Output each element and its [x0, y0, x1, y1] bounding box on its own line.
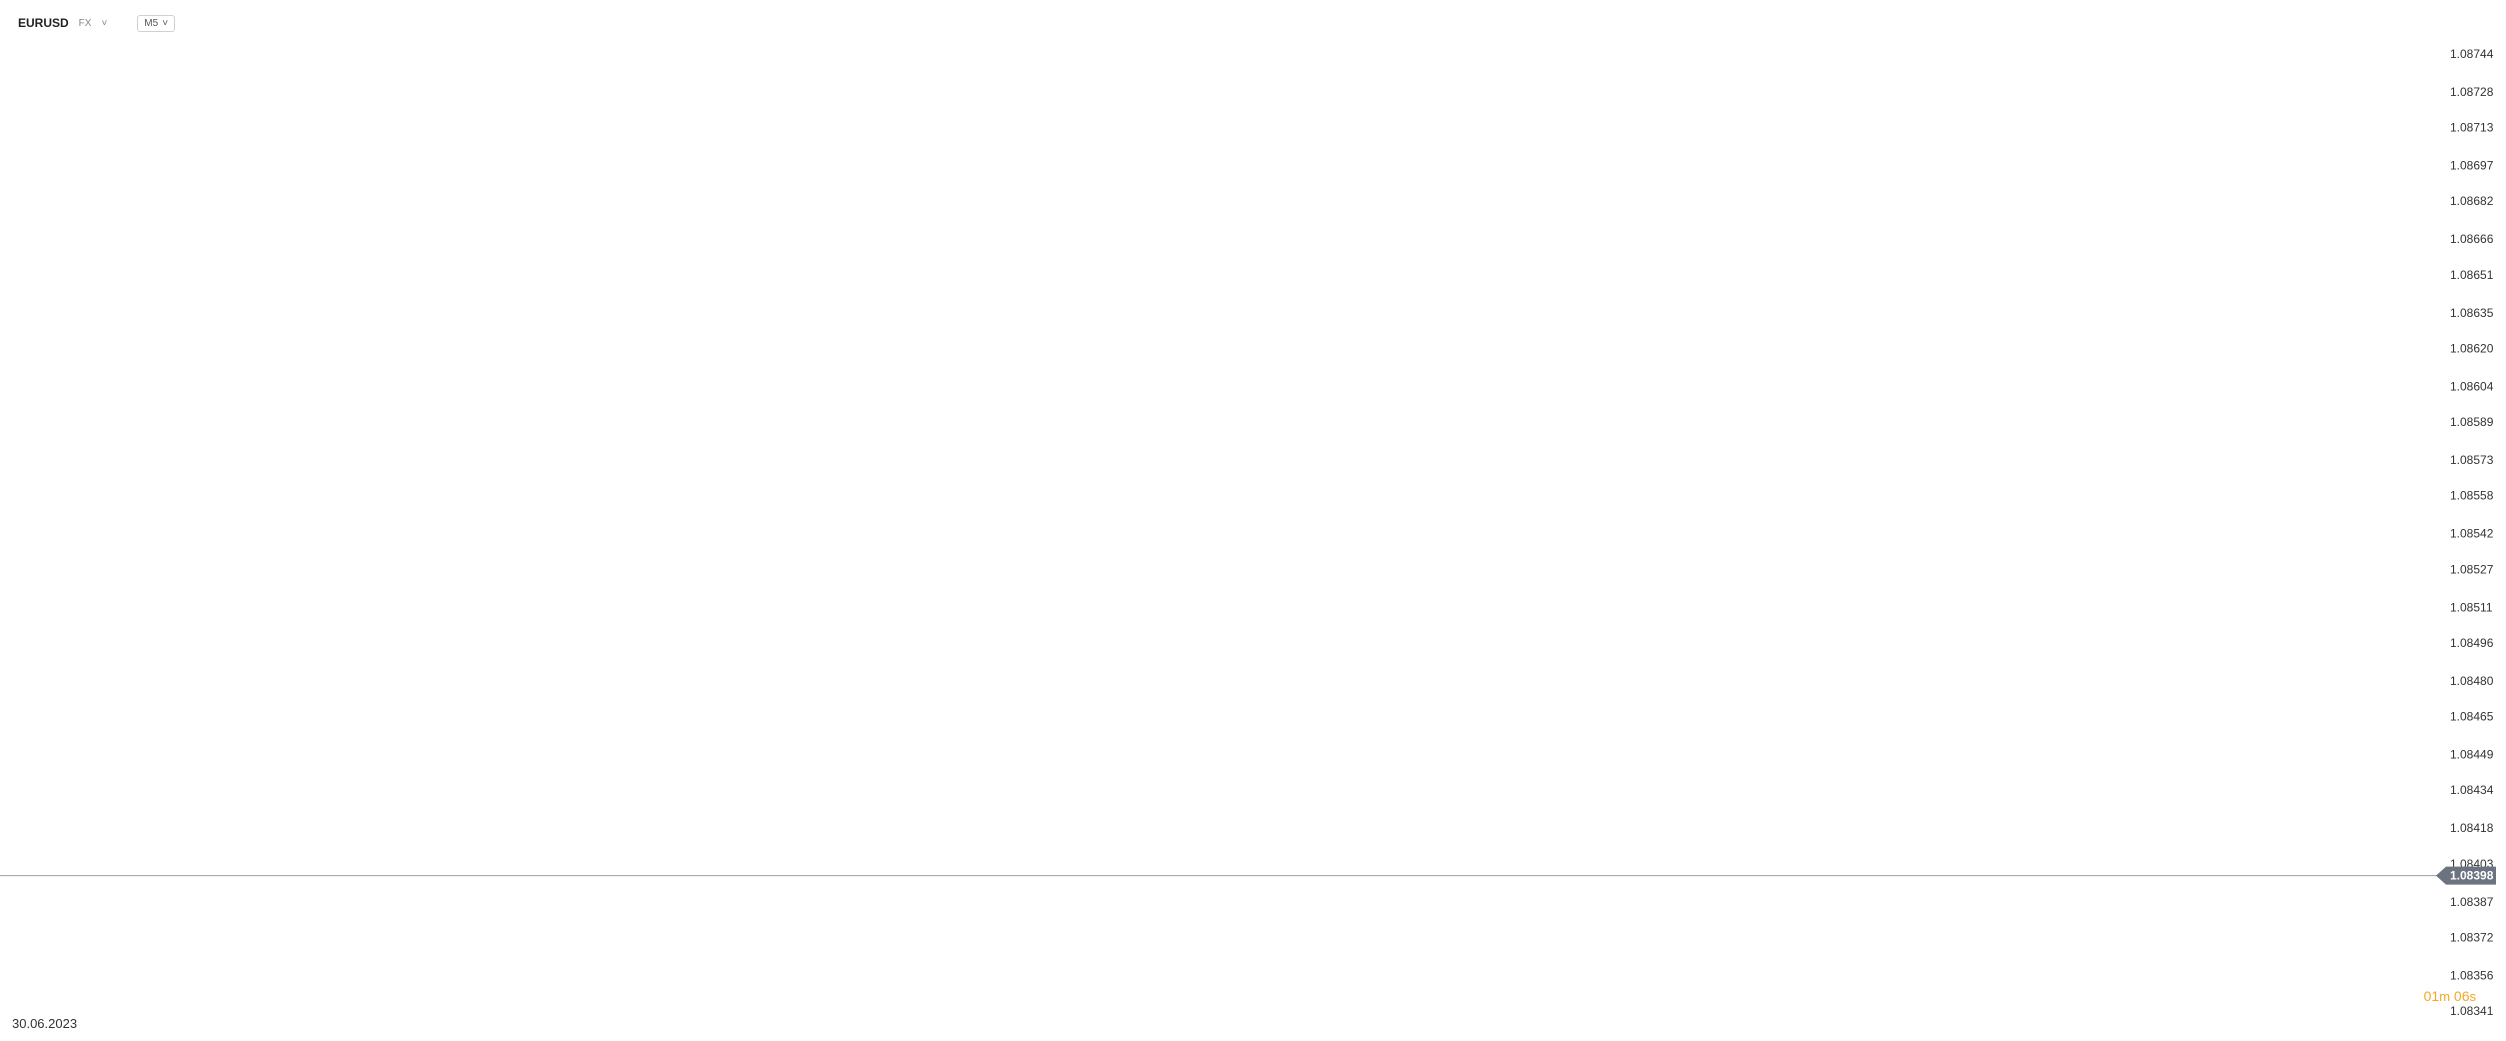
- y-tick-label: 1.08341: [2450, 1004, 2494, 1018]
- y-tick-label: 1.08573: [2450, 453, 2494, 467]
- y-tick-label: 1.08666: [2450, 232, 2494, 246]
- countdown-seconds: 06: [2453, 988, 2470, 1004]
- symbol-label[interactable]: EURUSD: [18, 16, 69, 30]
- y-tick-label: 1.08542: [2450, 527, 2494, 541]
- market-label: FX: [78, 17, 92, 29]
- y-tick-label: 1.08682: [2450, 194, 2494, 208]
- y-tick-label: 1.08511: [2450, 600, 2493, 614]
- y-tick-label: 1.08558: [2450, 489, 2494, 503]
- y-tick-label: 1.08589: [2450, 415, 2494, 429]
- chevron-down-icon: ˅: [162, 17, 169, 29]
- chevron-down-icon[interactable]: ˅: [101, 17, 108, 29]
- countdown-minutes-unit: m: [2439, 989, 2451, 1004]
- current-price-tag: 1.08398: [2436, 866, 2496, 885]
- y-tick-label: 1.08496: [2450, 636, 2494, 650]
- y-tick-label: 1.08697: [2450, 159, 2494, 173]
- y-tick-label: 1.08449: [2450, 748, 2494, 762]
- y-tick-label: 1.08744: [2450, 47, 2494, 61]
- y-tick-label: 1.08620: [2450, 341, 2494, 355]
- y-tick-label: 1.08418: [2450, 821, 2494, 835]
- y-tick-label: 1.08713: [2450, 121, 2494, 135]
- countdown-seconds-unit: s: [2469, 989, 2477, 1004]
- y-tick-label: 1.08635: [2450, 306, 2494, 320]
- y-tick-label: 1.08465: [2450, 710, 2494, 724]
- y-tick-label: 1.08527: [2450, 562, 2494, 576]
- x-tick-label: 30.06.2023: [12, 1016, 77, 1031]
- y-axis: 1.08744 1.08728 1.08713 1.08697 1.08682 1.086…: [2450, 47, 2494, 1018]
- y-tick-label: 1.08604: [2450, 379, 2494, 393]
- price-tag-shape: [2436, 866, 2496, 885]
- timeframe-label: M5: [144, 17, 159, 29]
- y-tick-label: 1.08372: [2450, 930, 2494, 944]
- y-tick-label: 1.08480: [2450, 674, 2494, 688]
- y-tick-label: 1.08728: [2450, 85, 2494, 99]
- y-tick-label: 1.08651: [2450, 268, 2494, 282]
- y-tick-label: 1.08387: [2450, 895, 2494, 909]
- countdown-minutes: 01: [2423, 988, 2440, 1004]
- y-tick-label: 1.08434: [2450, 783, 2494, 797]
- x-axis: 30.06.202301:2001:5502:3003:0503:4004:15…: [12, 1016, 77, 1031]
- timeframe-selector[interactable]: M5 ˅: [137, 14, 176, 32]
- current-price-label: 1.08398: [2450, 869, 2494, 883]
- y-tick-label: 1.08356: [2450, 968, 2494, 982]
- chart-toolbar: EURUSD FX ˅ M5 ˅: [18, 12, 176, 34]
- candle-countdown: 01m 06s: [2424, 988, 2476, 1004]
